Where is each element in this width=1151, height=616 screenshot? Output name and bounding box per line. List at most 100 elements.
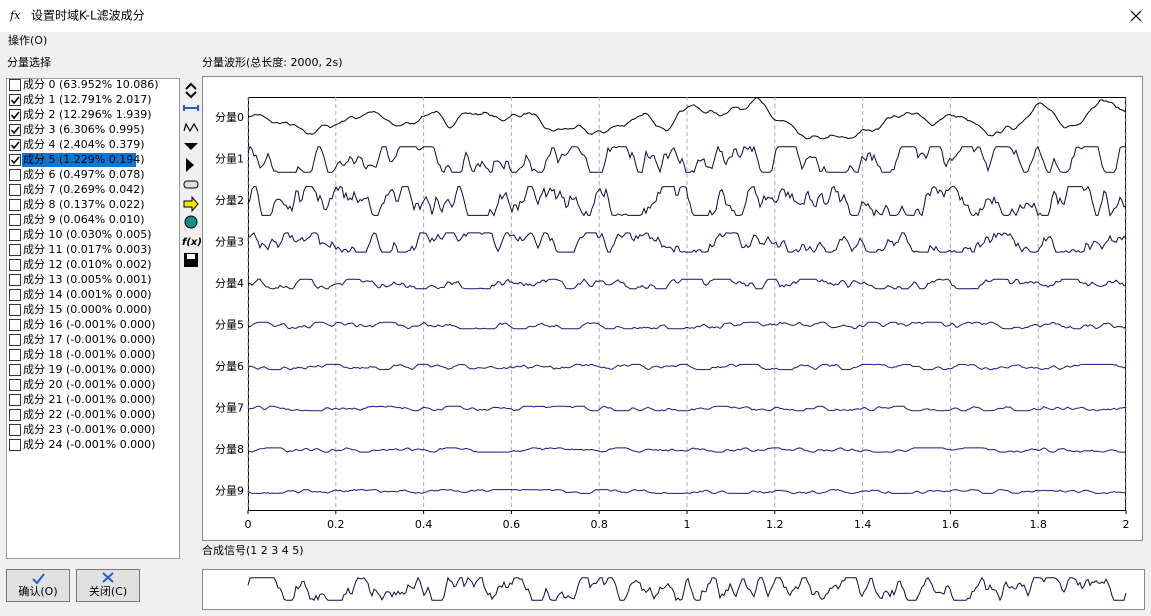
confirm-button[interactable] [6,569,70,602]
component-label[interactable]: 成分 19 (-0.001% 0.000) [23,363,155,376]
x-tick-label: 1 [684,518,691,531]
checkbox[interactable] [9,169,21,181]
channel-label: 分量1 [215,153,244,166]
checkbox[interactable] [9,424,21,436]
tool-icon[interactable] [185,82,197,99]
checkbox[interactable] [9,259,21,271]
tool-icon-detail [187,254,195,259]
tool-icon[interactable] [184,215,198,229]
checkbox[interactable] [9,229,21,241]
component-label[interactable]: 成分 13 (0.005% 0.001) [23,273,152,286]
component-label[interactable]: 成分 9 (0.064% 0.010) [23,213,145,226]
check-mark [10,141,20,150]
x-tick-label: 1.4 [854,518,872,531]
tool-icon[interactable] [183,105,199,111]
menu-item[interactable]: 操作(O) [8,33,47,47]
component-label[interactable]: 成分 3 (6.306% 0.995) [23,123,145,136]
component-label[interactable]: 成分 8 (0.137% 0.022) [23,198,145,211]
component-label[interactable]: 成分 11 (0.017% 0.003) [23,243,152,256]
close-label[interactable]: 关闭(C) [89,584,127,598]
channel-label: 分量8 [215,443,244,456]
close-button[interactable] [76,569,140,602]
component-label[interactable]: 成分 14 (0.001% 0.000) [23,288,152,301]
component-label[interactable]: 成分 23 (-0.001% 0.000) [23,423,155,436]
checkbox[interactable] [9,364,21,376]
component-label[interactable]: 成分 20 (-0.001% 0.000) [23,378,155,391]
checkbox[interactable] [9,304,21,316]
x-tick-label: 1.8 [1029,518,1047,531]
x-tick-label: 0.2 [327,518,345,531]
checkbox[interactable] [9,154,21,166]
component-label[interactable]: 成分 16 (-0.001% 0.000) [23,318,155,331]
waveform [247,145,1126,174]
channel-label: 分量4 [215,277,244,290]
tool-icon[interactable] [183,180,199,189]
tool-icon[interactable] [184,143,198,150]
checkbox[interactable] [9,379,21,391]
checkbox[interactable] [9,409,21,421]
checkbox[interactable] [9,319,21,331]
component-label[interactable]: 成分 7 (0.269% 0.042) [23,183,145,196]
checkbox[interactable] [9,244,21,256]
x-tick-label: 1.6 [942,518,960,531]
waveform [247,321,1127,330]
tool-icon[interactable] [183,195,199,213]
waveform [247,576,1127,602]
confirm-label[interactable]: 确认(O) [18,585,57,598]
waveform [247,363,1127,371]
tool-icon[interactable] [183,122,199,133]
waveform [247,489,1127,494]
channel-label: 分量9 [215,485,244,498]
checkbox[interactable] [9,439,21,451]
component-label[interactable]: 成分 18 (-0.001% 0.000) [23,348,155,361]
component-label[interactable]: 成分 12 (0.010% 0.002) [23,258,152,271]
component-label[interactable]: 成分 17 (-0.001% 0.000) [23,333,155,346]
component-label[interactable]: 成分 5 (1.229% 0.194) [23,153,145,166]
x-tick-label: 0.8 [590,518,608,531]
tool-icon[interactable]: f(x) [182,237,202,248]
channel-label: 分量0 [215,111,244,124]
checkbox[interactable] [9,274,21,286]
checkbox[interactable] [9,349,21,361]
component-label[interactable]: 成分 10 (0.030% 0.005) [23,228,152,241]
window-title: 设置时域K-L滤波成分 [31,9,145,23]
app-icon: fx [9,9,21,22]
component-label[interactable]: 成分 21 (-0.001% 0.000) [23,393,155,406]
waveform [247,185,1127,217]
check-mark [10,96,20,105]
component-label[interactable]: 成分 1 (12.791% 2.017) [23,93,152,106]
checkbox[interactable] [9,289,21,301]
waveform [248,232,1127,254]
checkbox[interactable] [9,139,21,151]
waveform [247,96,1127,140]
checkbox[interactable] [9,79,21,91]
checkbox[interactable] [9,214,21,226]
waveform [247,405,1127,412]
component-label[interactable]: 成分 6 (0.497% 0.078) [23,168,145,181]
checkbox[interactable] [9,184,21,196]
close-icon[interactable] [1130,10,1142,22]
component-label[interactable]: 成分 22 (-0.001% 0.000) [23,408,155,421]
checkbox[interactable] [9,94,21,106]
component-label[interactable]: 成分 24 (-0.001% 0.000) [23,438,155,451]
checkbox[interactable] [9,199,21,211]
checkbox[interactable] [9,394,21,406]
waveform [247,278,1126,290]
component-label[interactable]: 成分 15 (0.000% 0.000) [23,303,152,316]
component-label[interactable]: 成分 4 (2.404% 0.379) [23,138,145,151]
close-button-icon [102,572,114,583]
synthesis-title: 合成信号(1 2 3 4 5) [202,543,304,557]
component-label[interactable]: 成分 2 (12.296% 1.939) [23,108,152,121]
title-bar [0,0,1151,32]
x-tick-label: 1.2 [766,518,784,531]
checkbox[interactable] [9,124,21,136]
channel-label: 分量3 [215,236,244,249]
check-mark [10,156,20,165]
tool-icon[interactable] [186,158,194,172]
waveform [247,447,1126,453]
component-label[interactable]: 成分 0 (63.952% 10.086) [23,78,159,91]
checkbox[interactable] [9,334,21,346]
checkbox[interactable] [9,109,21,121]
panel-title: 分量选择 [7,55,51,69]
